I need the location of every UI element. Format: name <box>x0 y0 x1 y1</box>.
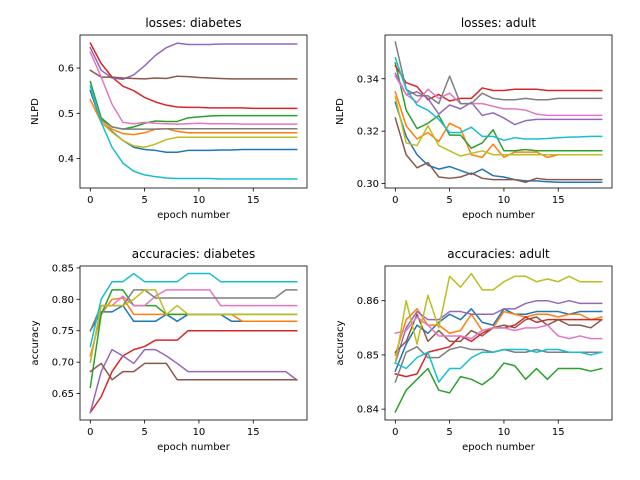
axes-frame <box>384 34 613 189</box>
series-line-4 <box>394 299 603 364</box>
x-tick-label: 15 <box>552 195 565 206</box>
series-line-2 <box>394 362 603 413</box>
series-line-7 <box>394 41 603 105</box>
x-tick-label: 15 <box>247 195 260 206</box>
x-axis-label: epoch number <box>157 210 231 221</box>
x-axis-label: epoch number <box>462 442 536 453</box>
series-line-7 <box>89 85 298 130</box>
subplot-1: 0 5 10 15 0.30 0.32 0.34 losses: adult epoch num… <box>335 16 613 221</box>
y-tick-label: 0.75 <box>52 326 74 337</box>
y-tick-label: 0.84 <box>357 405 379 416</box>
series-line-0 <box>89 89 298 153</box>
x-tick-label: 15 <box>247 427 260 438</box>
series-group <box>394 41 603 183</box>
series-line-3 <box>89 329 298 414</box>
series-line-6 <box>89 289 298 364</box>
x-tick-label: 0 <box>392 427 398 438</box>
series-line-6 <box>394 75 603 117</box>
y-tick-label: 0.34 <box>357 74 379 85</box>
axes-frame <box>384 265 613 421</box>
y-axis-label: accuracy <box>30 320 41 365</box>
y-tick-label: 0.4 <box>58 154 74 165</box>
series-line-9 <box>394 56 603 142</box>
x-tick-label: 5 <box>446 195 452 206</box>
series-line-8 <box>394 96 603 157</box>
series-line-4 <box>89 348 298 414</box>
y-tick-label: 0.6 <box>58 64 74 75</box>
series-line-3 <box>89 42 298 110</box>
series-line-5 <box>394 117 603 183</box>
series-line-8 <box>394 272 603 364</box>
axes-frame <box>79 34 308 189</box>
x-axis-label: epoch number <box>462 210 536 221</box>
chart-title: losses: diabetes <box>145 16 241 30</box>
y-tick-label: 0.80 <box>52 295 74 306</box>
series-line-7 <box>89 289 298 332</box>
x-axis-label: epoch number <box>157 442 231 453</box>
series-line-4 <box>394 72 603 126</box>
y-tick-label: 0.65 <box>52 389 74 400</box>
series-line-5 <box>89 69 298 80</box>
y-tick-label: 0.5 <box>58 109 74 120</box>
series-line-9 <box>89 85 298 180</box>
x-tick-label: 0 <box>87 427 93 438</box>
y-tick-label: 0.70 <box>52 358 74 369</box>
series-line-1 <box>89 98 298 136</box>
series-line-0 <box>394 308 603 373</box>
series-line-8 <box>89 289 298 364</box>
subplot-2: 0 5 10 15 0.65 0.70 0.75 0.80 0.85 accuracies: di… <box>30 247 308 453</box>
x-tick-label: 0 <box>87 195 93 206</box>
series-group <box>89 272 298 414</box>
y-tick-label: 0.85 <box>52 263 74 274</box>
series-group <box>394 272 603 413</box>
series-line-2 <box>89 80 298 130</box>
chart-title: accuracies: adult <box>447 247 550 261</box>
subplot-3: 0 5 10 15 0.84 0.85 0.86 accuracies: adult epoch… <box>335 247 613 453</box>
y-tick-label: 0.85 <box>357 350 379 361</box>
x-tick-label: 15 <box>552 427 565 438</box>
series-line-5 <box>89 362 298 381</box>
y-tick-label: 0.32 <box>357 127 379 138</box>
series-line-6 <box>89 51 298 125</box>
subplot-0: 0 5 10 15 0.4 0.5 0.6 losses: diabetes epoch num… <box>30 16 308 221</box>
chart-title: losses: adult <box>461 16 537 30</box>
series-line-1 <box>394 308 603 356</box>
x-tick-label: 5 <box>141 195 147 206</box>
x-tick-label: 0 <box>392 195 398 206</box>
series-line-9 <box>89 272 298 348</box>
series-line-0 <box>394 101 603 183</box>
axes-frame <box>79 265 308 421</box>
chart-title: accuracies: diabetes <box>132 247 256 261</box>
x-tick-label: 5 <box>446 427 452 438</box>
series-line-9 <box>394 348 603 383</box>
series-line-2 <box>394 62 603 152</box>
series-line-0 <box>89 304 298 332</box>
y-axis-label: NLPD <box>335 98 346 125</box>
x-tick-label: 10 <box>498 195 511 206</box>
x-tick-label: 10 <box>193 427 206 438</box>
series-line-3 <box>394 64 603 102</box>
series-line-4 <box>89 42 298 81</box>
x-tick-label: 10 <box>498 427 511 438</box>
y-axis-label: NLPD <box>30 98 41 125</box>
series-line-6 <box>394 316 603 340</box>
series-group <box>89 42 298 180</box>
x-tick-label: 10 <box>193 195 206 206</box>
y-axis-label: accuracy <box>335 320 346 365</box>
series-line-8 <box>89 85 298 149</box>
x-tick-label: 5 <box>141 427 147 438</box>
y-tick-label: 0.86 <box>357 296 379 307</box>
series-line-5 <box>394 313 603 354</box>
y-tick-label: 0.30 <box>357 179 379 190</box>
